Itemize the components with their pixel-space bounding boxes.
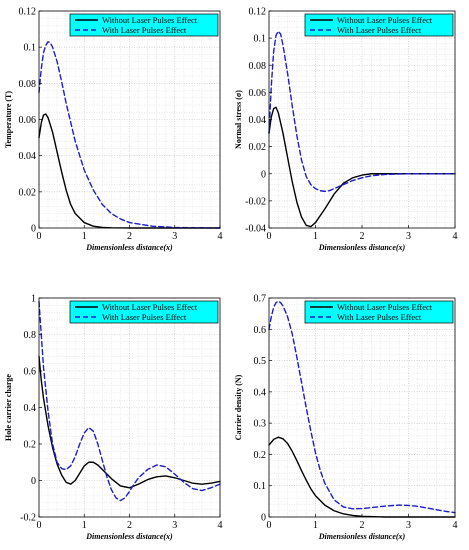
chart-4-x-tick-label: 3 bbox=[406, 520, 411, 531]
chart-2-y-axis-label: Normal stress (σ) bbox=[234, 90, 243, 149]
chart-3-x-tick-label: 0 bbox=[37, 520, 42, 531]
chart-4-legend-entry: With Laser Pulses Effect bbox=[337, 312, 422, 322]
chart-4-x-tick-label: 1 bbox=[313, 520, 318, 531]
chart-3-series-with-laser-line bbox=[38, 300, 221, 502]
chart-4-x-tick-label: 4 bbox=[453, 520, 458, 531]
chart-1-y-tick-label: 0.04 bbox=[19, 151, 37, 162]
chart-3-legend-box bbox=[69, 300, 219, 324]
chart-2-y-tick-label: -0.02 bbox=[245, 196, 266, 207]
chart-1-y-tick-label: 0.1 bbox=[24, 43, 37, 54]
chart-1-x-axis-label: Dimensionless distance(x) bbox=[85, 243, 173, 252]
chart-2-y-tick-label: 0.06 bbox=[249, 88, 267, 99]
chart-3-y-tick-label: 0 bbox=[31, 476, 36, 487]
chart-1-y-tick-label: 0.08 bbox=[19, 79, 37, 90]
chart-1-legend-entry: Without Laser Pulses Effect bbox=[102, 15, 198, 25]
chart-4-y-tick-label: 0.4 bbox=[254, 387, 267, 398]
chart-2-y-tick-label: 0.12 bbox=[249, 7, 267, 18]
chart-3-legend-entry: With Laser Pulses Effect bbox=[102, 312, 187, 322]
chart-4-series-with-laser-line bbox=[268, 300, 456, 514]
chart-4-y-tick-label: 0.7 bbox=[254, 294, 267, 305]
chart-4-y-tick-label: 0.6 bbox=[254, 325, 267, 336]
chart-3-y-tick-label: 0.4 bbox=[24, 403, 37, 414]
chart-4-y-axis-label: Carrier density (N) bbox=[234, 374, 243, 440]
chart-1-y-tick-label: 0 bbox=[31, 224, 36, 235]
chart-1-series-with-laser-line bbox=[38, 41, 221, 229]
chart-4-y-tick-label: 0.3 bbox=[254, 419, 267, 430]
chart-panel-1: 0 1 2 3 4 0 0.02 0.04 0.06 0.08 0.1 0.12 Dimensionle… bbox=[4, 7, 223, 253]
chart-1-y-tick-label: 0.06 bbox=[19, 115, 37, 126]
chart-3-legend-entry: Without Laser Pulses Effect bbox=[102, 302, 198, 312]
chart-2-grid bbox=[269, 11, 455, 228]
chart-3-series-without-laser-line bbox=[38, 355, 221, 489]
chart-3-y-axis-label: Hole carrier charge bbox=[4, 374, 13, 441]
chart-2-y-tick-label: -0.04 bbox=[245, 224, 266, 235]
chart-4-legend-box bbox=[304, 300, 454, 324]
chart-3-grid bbox=[39, 298, 220, 517]
chart-1-x-tick-label: 2 bbox=[127, 231, 132, 242]
chart-4-legend-entry: Without Laser Pulses Effect bbox=[337, 302, 433, 312]
chart-3-x-tick-label: 1 bbox=[82, 520, 87, 531]
chart-2-y-tick-label: 0 bbox=[261, 169, 266, 180]
chart-3-x-tick-label: 2 bbox=[127, 520, 132, 531]
chart-4-x-tick-label: 0 bbox=[267, 520, 272, 531]
chart-1-y-axis-label: Temperature (T) bbox=[4, 91, 13, 148]
chart-panel-2: 0 1 2 3 4 -0.04 -0.02 0 0.02 0.04 0.06 0.08 0.1 0.12 D… bbox=[234, 7, 458, 253]
chart-2-y-tick-label: 0.04 bbox=[249, 115, 267, 126]
chart-2-y-tick-label: 0.02 bbox=[249, 142, 267, 153]
chart-4-y-tick-label: 0.1 bbox=[254, 481, 267, 492]
chart-2-y-tick-label: 0.08 bbox=[249, 61, 267, 72]
chart-1-x-tick-label: 4 bbox=[218, 231, 223, 242]
chart-2-series-without-laser-line bbox=[268, 106, 456, 228]
chart-3-x-tick-label: 4 bbox=[218, 520, 223, 531]
chart-1-y-tick-label: 0.12 bbox=[19, 7, 37, 18]
chart-2-x-tick-label: 3 bbox=[406, 231, 411, 242]
chart-2-x-tick-label: 1 bbox=[313, 231, 318, 242]
chart-3-y-tick-label: 0.2 bbox=[24, 440, 37, 451]
chart-3-x-axis-label: Dimensionless distance(x) bbox=[85, 532, 173, 541]
chart-1-legend-box bbox=[69, 13, 219, 37]
chart-3-y-tick-label: 1 bbox=[31, 294, 36, 305]
chart-1-x-tick-label: 3 bbox=[172, 231, 177, 242]
chart-panel-4: 0 1 2 3 4 0 0.1 0.2 0.3 0.4 0.5 0.6 0.7 Dimensionless… bbox=[234, 294, 458, 542]
chart-2-x-tick-label: 4 bbox=[453, 231, 458, 242]
chart-4-y-tick-label: 0.2 bbox=[254, 450, 267, 461]
chart-1-x-tick-label: 0 bbox=[37, 231, 42, 242]
chart-3-y-tick-label: 0.8 bbox=[24, 330, 37, 341]
chart-2-legend-entry: With Laser Pulses Effect bbox=[337, 25, 422, 35]
chart-1-x-tick-label: 1 bbox=[82, 231, 87, 242]
chart-3-y-tick-label: -0.2 bbox=[20, 513, 36, 524]
chart-1-legend-entry: With Laser Pulses Effect bbox=[102, 25, 187, 35]
chart-3-y-tick-label: 0.6 bbox=[24, 367, 37, 378]
chart-4-x-tick-label: 2 bbox=[360, 520, 365, 531]
chart-2-x-axis-label: Dimensionless distance(x) bbox=[318, 243, 406, 252]
chart-2-legend-entry: Without Laser Pulses Effect bbox=[337, 15, 433, 25]
chart-2-legend-box bbox=[304, 13, 454, 37]
chart-2-y-tick-label: 0.1 bbox=[254, 34, 267, 45]
chart-2-x-tick-label: 2 bbox=[360, 231, 365, 242]
chart-4-y-tick-label: 0.5 bbox=[254, 356, 267, 367]
chart-4-x-axis-label: Dimensionless distance(x) bbox=[318, 532, 406, 541]
chart-3-x-tick-label: 3 bbox=[172, 520, 177, 531]
chart-4-y-tick-label: 0 bbox=[261, 513, 266, 524]
chart-2-series-with-laser-line bbox=[268, 30, 456, 193]
chart-1-grid bbox=[39, 11, 220, 228]
chart-1-y-tick-label: 0.02 bbox=[19, 187, 37, 198]
chart-2-x-tick-label: 0 bbox=[267, 231, 272, 242]
